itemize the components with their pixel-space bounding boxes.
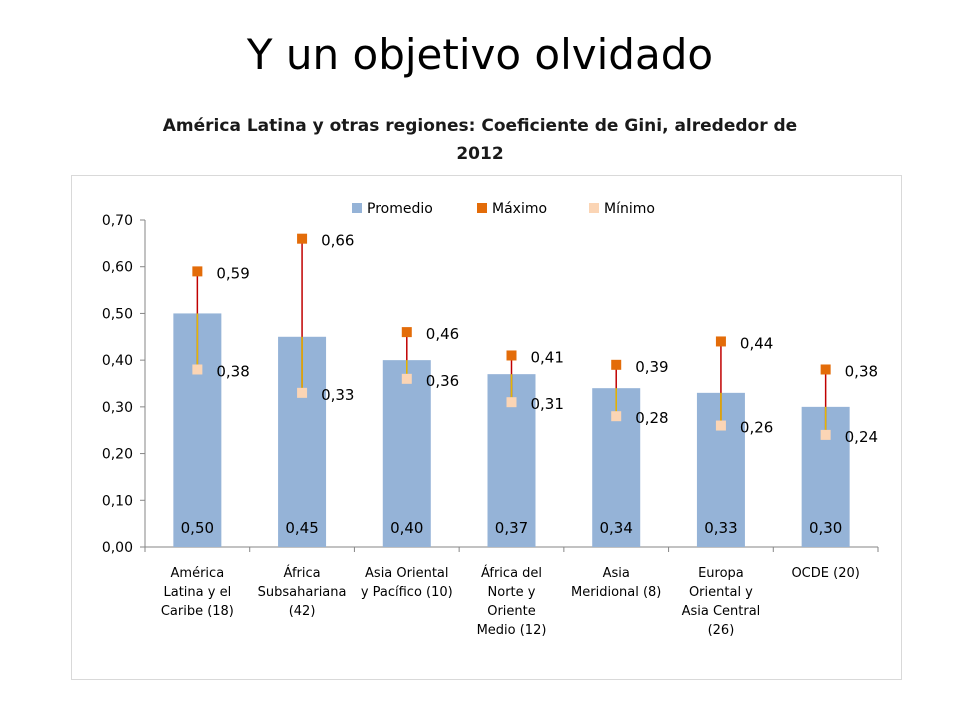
chart-frame — [71, 175, 902, 680]
bar-value-label: 0,50 — [181, 519, 214, 537]
bar-promedio — [382, 360, 431, 547]
marker-maximo — [820, 364, 831, 375]
marker-minimo — [611, 411, 622, 422]
category-label: Medio (12) — [477, 623, 547, 638]
category-label: Subsahariana — [258, 585, 347, 600]
category-label: (26) — [708, 623, 735, 638]
marker-minimo — [401, 373, 412, 384]
marker-maximo — [192, 266, 203, 277]
category-label: Caribe (18) — [161, 604, 234, 619]
marker-minimo — [715, 420, 726, 431]
y-tick-label: 0,30 — [102, 400, 133, 416]
chart-title-line-2: 2012 — [456, 144, 504, 164]
category-label: Asia Central — [682, 604, 761, 619]
minimo-value-label: 0,33 — [321, 386, 354, 404]
category-label: América — [171, 566, 225, 581]
legend-swatch — [477, 203, 487, 213]
chart-title-line-1: América Latina y otras regiones: Coefici… — [162, 116, 798, 136]
marker-maximo — [715, 336, 726, 347]
maximo-value-label: 0,66 — [321, 232, 354, 250]
marker-minimo — [820, 429, 831, 440]
marker-maximo — [297, 233, 308, 244]
minimo-value-label: 0,31 — [531, 395, 564, 413]
maximo-value-label: 0,39 — [635, 358, 668, 376]
marker-minimo — [192, 364, 203, 375]
maximo-value-label: 0,38 — [845, 362, 878, 380]
marker-minimo — [506, 397, 517, 408]
bar-value-label: 0,37 — [495, 519, 528, 537]
y-tick-label: 0,00 — [102, 540, 133, 556]
y-tick-label: 0,60 — [102, 260, 133, 276]
category-label: Asia Oriental — [365, 566, 448, 581]
minimo-value-label: 0,26 — [740, 419, 773, 437]
category-label: Latina y el — [164, 585, 232, 600]
chart-title: América Latina y otras regiones: Coefici… — [130, 112, 830, 168]
category-label: Oriental y — [689, 585, 753, 600]
category-label: Asia — [603, 566, 630, 581]
bar-value-label: 0,33 — [704, 519, 737, 537]
category-label: Meridional (8) — [571, 585, 661, 600]
y-tick-label: 0,10 — [102, 493, 133, 509]
bar-value-label: 0,40 — [390, 519, 423, 537]
y-tick-label: 0,20 — [102, 447, 133, 463]
category-label: (42) — [289, 604, 316, 619]
y-tick-label: 0,40 — [102, 353, 133, 369]
maximo-value-label: 0,44 — [740, 334, 773, 352]
legend-label: Máximo — [492, 201, 547, 217]
marker-minimo — [297, 387, 308, 398]
maximo-value-label: 0,59 — [216, 264, 249, 282]
category-label: Norte y — [488, 585, 536, 600]
minimo-value-label: 0,24 — [845, 428, 878, 446]
minimo-value-label: 0,36 — [426, 372, 459, 390]
bar-value-label: 0,30 — [809, 519, 842, 537]
legend-label: Mínimo — [604, 201, 655, 217]
category-label: OCDE (20) — [791, 566, 859, 581]
y-tick-label: 0,50 — [102, 306, 133, 322]
slide-title: Y un objetivo olvidado — [246, 30, 714, 79]
minimo-value-label: 0,28 — [635, 409, 668, 427]
y-tick-label: 0,70 — [102, 213, 133, 229]
marker-maximo — [401, 327, 412, 338]
category-label: África — [284, 565, 321, 581]
category-label: y Pacífico (10) — [361, 585, 453, 600]
category-label: Oriente — [487, 604, 536, 619]
bar-value-label: 0,34 — [600, 519, 633, 537]
maximo-value-label: 0,41 — [531, 348, 564, 366]
maximo-value-label: 0,46 — [426, 325, 459, 343]
marker-maximo — [506, 350, 517, 361]
minimo-value-label: 0,38 — [216, 362, 249, 380]
legend-swatch — [352, 203, 362, 213]
category-label: África del — [481, 565, 542, 581]
legend-swatch — [589, 203, 599, 213]
legend-label: Promedio — [367, 201, 433, 217]
marker-maximo — [611, 359, 622, 370]
category-label: Europa — [698, 566, 744, 581]
bar-value-label: 0,45 — [285, 519, 318, 537]
